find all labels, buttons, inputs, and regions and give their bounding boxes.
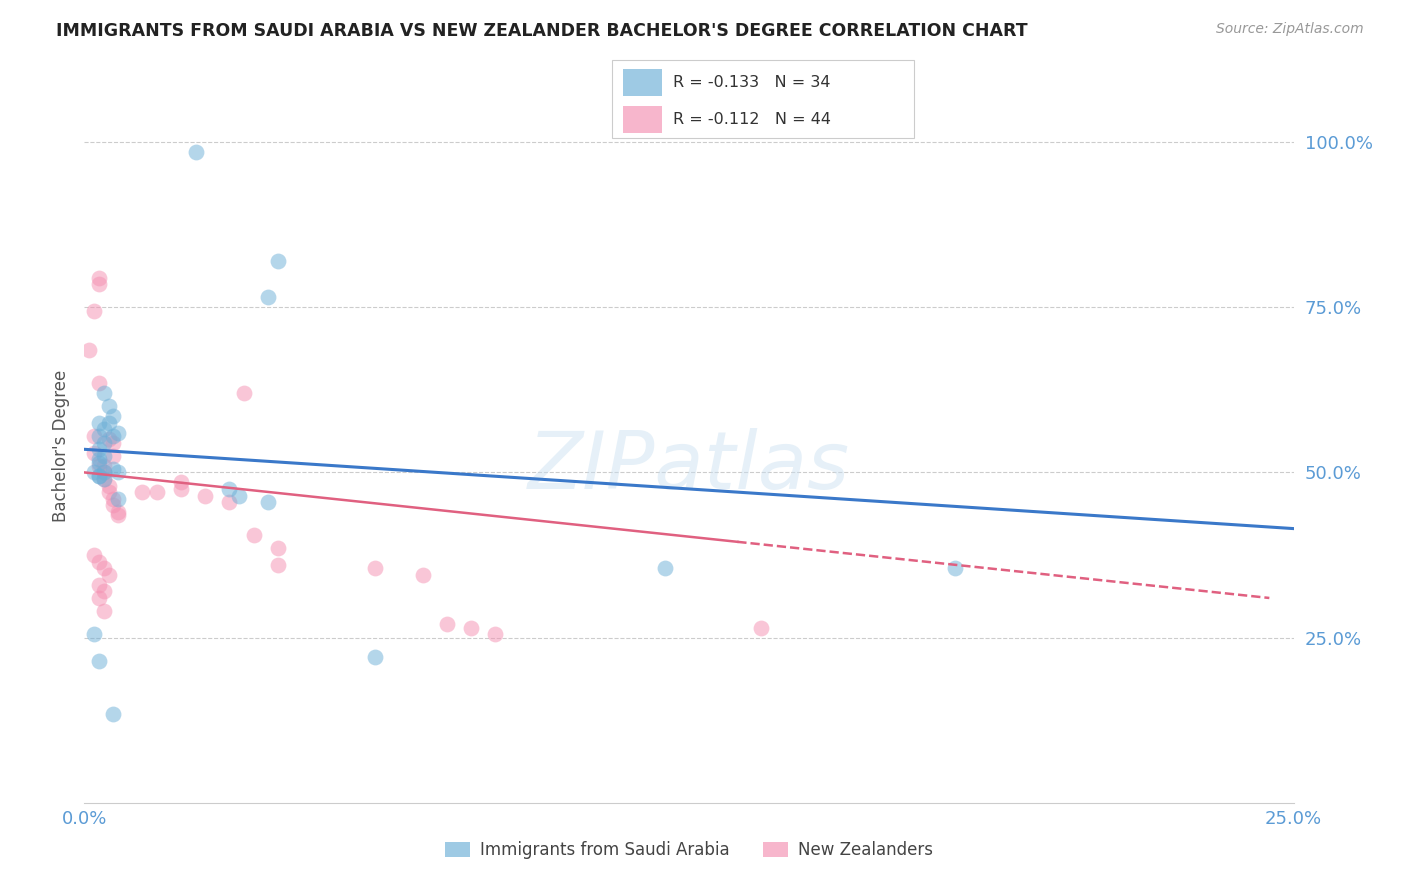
Point — [267, 558, 290, 572]
Point — [103, 429, 125, 443]
Legend: Immigrants from Saudi Arabia, New Zealanders: Immigrants from Saudi Arabia, New Zealan… — [439, 835, 939, 866]
Point — [93, 466, 115, 480]
Point — [93, 466, 115, 480]
Point — [87, 416, 110, 430]
Text: Source: ZipAtlas.com: Source: ZipAtlas.com — [1216, 22, 1364, 37]
Text: IMMIGRANTS FROM SAUDI ARABIA VS NEW ZEALANDER BACHELOR'S DEGREE CORRELATION CHAR: IMMIGRANTS FROM SAUDI ARABIA VS NEW ZEAL… — [56, 22, 1028, 40]
Point — [87, 429, 110, 443]
Point — [228, 489, 250, 503]
Point — [87, 468, 110, 483]
Point — [87, 458, 110, 473]
Point — [194, 489, 217, 503]
Point — [87, 270, 110, 285]
Y-axis label: Bachelor's Degree: Bachelor's Degree — [52, 370, 70, 522]
Point — [83, 445, 105, 459]
Point — [93, 584, 115, 599]
Text: ZIPatlas: ZIPatlas — [527, 428, 851, 507]
Point — [93, 472, 115, 486]
Point — [83, 429, 105, 443]
Point — [363, 650, 385, 665]
Point — [242, 528, 264, 542]
Point — [484, 627, 506, 641]
Point — [103, 706, 125, 721]
Point — [93, 458, 115, 473]
Point — [107, 466, 129, 480]
Point — [267, 254, 290, 268]
Point — [83, 303, 105, 318]
Point — [93, 561, 115, 575]
Point — [103, 499, 125, 513]
Point — [93, 604, 115, 618]
Point — [97, 433, 120, 447]
Point — [233, 386, 256, 401]
Point — [97, 478, 120, 492]
Point — [87, 468, 110, 483]
Point — [363, 561, 385, 575]
Point — [257, 290, 280, 304]
Point — [412, 567, 434, 582]
Point — [460, 621, 482, 635]
Point — [107, 505, 129, 519]
Point — [146, 485, 169, 500]
Point — [97, 567, 120, 582]
Point — [103, 491, 125, 506]
Point — [103, 435, 125, 450]
Point — [87, 591, 110, 605]
Point — [751, 621, 773, 635]
Point — [93, 435, 115, 450]
Text: R = -0.133   N = 34: R = -0.133 N = 34 — [673, 75, 831, 90]
Point — [103, 409, 125, 424]
Point — [87, 456, 110, 470]
Point — [83, 548, 105, 562]
Point — [107, 425, 129, 440]
Point — [83, 627, 105, 641]
Point — [87, 578, 110, 592]
Point — [170, 482, 193, 496]
Point — [83, 466, 105, 480]
Point — [87, 376, 110, 391]
Point — [93, 422, 115, 436]
Point — [131, 485, 153, 500]
Point — [97, 400, 120, 414]
Point — [170, 475, 193, 490]
Point — [97, 416, 120, 430]
Point — [97, 485, 120, 500]
Point — [77, 343, 100, 358]
Point — [93, 472, 115, 486]
Point — [87, 452, 110, 467]
Point — [218, 482, 240, 496]
Point — [436, 617, 458, 632]
Point — [654, 561, 676, 575]
Point — [184, 145, 207, 159]
Point — [103, 449, 125, 463]
Point — [87, 277, 110, 292]
Point — [218, 495, 240, 509]
Point — [87, 442, 110, 457]
Point — [93, 449, 115, 463]
Point — [87, 555, 110, 569]
Point — [107, 508, 129, 523]
Point — [257, 495, 280, 509]
Point — [103, 462, 125, 476]
Point — [943, 561, 966, 575]
Text: R = -0.112   N = 44: R = -0.112 N = 44 — [673, 112, 831, 128]
Point — [87, 654, 110, 668]
Point — [267, 541, 290, 556]
Point — [93, 386, 115, 401]
Point — [107, 491, 129, 506]
